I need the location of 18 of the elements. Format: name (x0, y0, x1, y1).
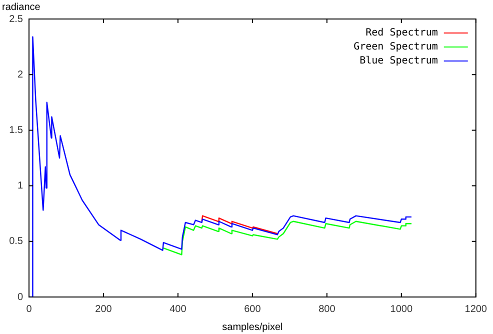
x-tick-label: 400 (170, 304, 187, 315)
x-tick-label: 0 (26, 304, 32, 315)
y-tick-label: 0.5 (9, 236, 24, 248)
x-tick-label: 800 (318, 304, 336, 315)
y-tick-label: 2 (17, 69, 24, 80)
x-tick-label: 1000 (390, 304, 413, 315)
legend-label: Red Spectrum (366, 28, 438, 39)
y-axis-title: radiance (2, 2, 41, 13)
x-axis-title: samples/pixel (222, 322, 283, 333)
legend-label: Blue Spectrum (360, 56, 438, 67)
y-tick-label: 2.5 (9, 14, 24, 25)
y-tick-label: 0 (17, 292, 24, 303)
y-tick-label: 1 (17, 180, 24, 192)
x-tick-label: 600 (244, 304, 262, 315)
legend-label: Green Spectrum (354, 42, 438, 53)
y-tick-label: 1.5 (9, 124, 24, 136)
x-tick-label: 1200 (464, 304, 488, 315)
x-tick-label: 200 (95, 304, 112, 315)
